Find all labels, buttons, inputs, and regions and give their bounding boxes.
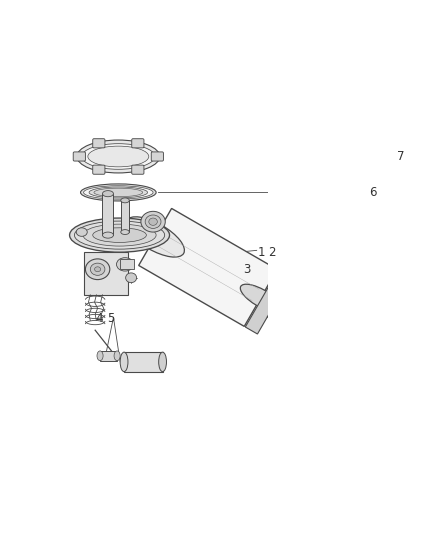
Text: 2: 2 (268, 246, 275, 259)
Polygon shape (120, 260, 134, 269)
FancyBboxPatch shape (93, 139, 105, 148)
Ellipse shape (240, 284, 281, 312)
Polygon shape (121, 200, 129, 232)
Ellipse shape (94, 188, 143, 197)
Ellipse shape (81, 184, 156, 201)
Ellipse shape (126, 273, 137, 282)
Ellipse shape (85, 259, 110, 280)
Ellipse shape (102, 232, 113, 238)
Text: 3: 3 (243, 263, 251, 276)
Polygon shape (297, 314, 311, 329)
Ellipse shape (117, 257, 134, 271)
Ellipse shape (120, 352, 128, 372)
FancyBboxPatch shape (132, 139, 144, 148)
Text: 1: 1 (258, 246, 265, 259)
Ellipse shape (159, 352, 166, 372)
FancyBboxPatch shape (73, 152, 85, 161)
Ellipse shape (83, 224, 156, 246)
FancyBboxPatch shape (151, 152, 163, 161)
Ellipse shape (93, 228, 146, 243)
Ellipse shape (74, 221, 165, 249)
Ellipse shape (89, 187, 148, 198)
Text: 4: 4 (95, 311, 102, 325)
Ellipse shape (77, 140, 160, 173)
Polygon shape (100, 351, 117, 361)
Ellipse shape (145, 215, 161, 229)
Text: 5: 5 (107, 311, 115, 325)
Text: 7: 7 (397, 150, 404, 163)
Text: 6: 6 (369, 186, 377, 199)
FancyBboxPatch shape (93, 165, 105, 174)
FancyBboxPatch shape (132, 165, 144, 174)
Ellipse shape (97, 351, 103, 361)
Polygon shape (139, 208, 277, 326)
Polygon shape (245, 270, 290, 334)
Ellipse shape (141, 212, 165, 232)
Ellipse shape (70, 218, 170, 252)
Ellipse shape (149, 218, 157, 225)
Polygon shape (84, 252, 128, 295)
Ellipse shape (84, 185, 153, 199)
Ellipse shape (102, 191, 113, 197)
Ellipse shape (121, 198, 129, 203)
Ellipse shape (76, 228, 87, 236)
Ellipse shape (114, 351, 120, 361)
Polygon shape (124, 352, 162, 372)
Ellipse shape (82, 144, 155, 169)
Ellipse shape (88, 146, 149, 167)
Ellipse shape (90, 263, 105, 276)
Ellipse shape (126, 217, 184, 257)
Ellipse shape (95, 267, 101, 272)
Ellipse shape (121, 230, 129, 235)
Polygon shape (102, 193, 113, 235)
